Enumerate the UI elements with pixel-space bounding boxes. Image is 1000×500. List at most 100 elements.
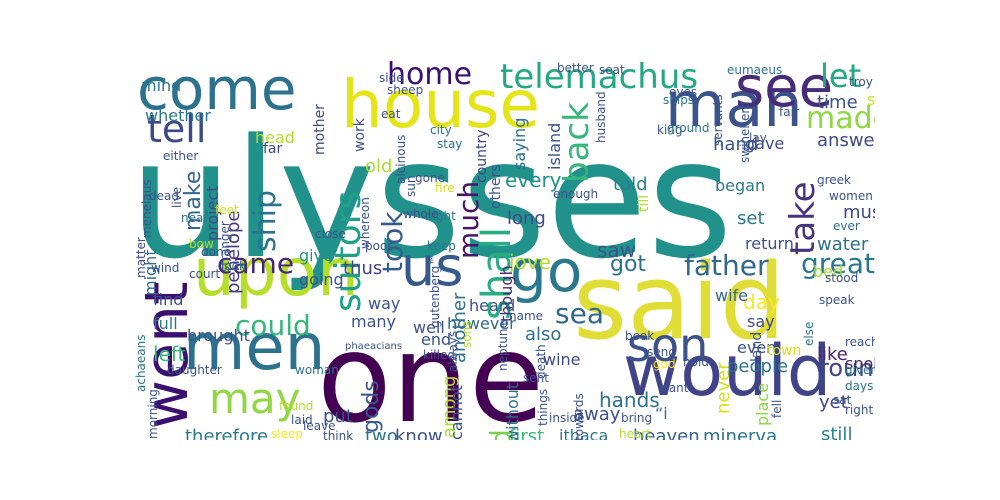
word: told: [613, 174, 648, 195]
word: matter: [134, 236, 148, 278]
word: enough: [553, 187, 599, 201]
word: telemachus: [500, 60, 699, 97]
word: neptune: [496, 320, 510, 371]
word: first: [509, 426, 545, 441]
word: mind: [141, 76, 182, 95]
word: full: [153, 314, 178, 333]
word: reached: [845, 335, 875, 349]
word: ulysses: [129, 104, 733, 295]
word: jove: [509, 250, 551, 274]
word: right: [845, 403, 874, 417]
word: bed: [813, 262, 844, 281]
word: poor: [365, 239, 393, 253]
word: husband: [594, 91, 608, 143]
word: left: [153, 342, 186, 366]
word: menelaus: [140, 179, 154, 238]
word: tell: [147, 107, 207, 151]
word: look: [221, 259, 246, 273]
word: minerva: [703, 426, 778, 441]
word: man: [665, 68, 803, 141]
word: came: [217, 247, 295, 280]
word: ever: [833, 219, 860, 233]
word: place: [753, 383, 772, 427]
word: hold: [683, 355, 709, 369]
word: thus: [343, 258, 383, 279]
word: much: [452, 180, 485, 259]
word: ground: [667, 121, 710, 135]
word: us: [401, 235, 464, 298]
word: hand: [713, 134, 759, 155]
word: lay: [749, 131, 767, 145]
word: going: [299, 270, 344, 289]
word: could: [235, 309, 311, 342]
word: dead: [149, 189, 179, 203]
word: one: [317, 308, 545, 440]
word: ithaca: [559, 426, 609, 441]
word: let: [820, 60, 862, 95]
word: see: [735, 60, 834, 120]
word: “i: [655, 404, 668, 423]
word: seat: [599, 63, 625, 77]
word: near: [181, 211, 209, 225]
word: sleep: [271, 427, 303, 440]
word-cloud: ulysses one said house man would upon come went m…: [125, 60, 875, 440]
word: put: [323, 406, 353, 427]
word: wife: [715, 286, 749, 305]
word: done: [201, 245, 231, 259]
word: sea: [555, 297, 604, 330]
word: leave: [303, 419, 336, 433]
word: daughter: [167, 363, 222, 377]
word: ship: [248, 189, 283, 252]
word: find: [153, 290, 184, 309]
word: back: [557, 102, 597, 183]
word: wind: [151, 261, 180, 275]
word: therefore: [185, 426, 269, 441]
word: till: [636, 195, 652, 213]
word: mother: [312, 103, 328, 155]
word: achaeans: [134, 334, 148, 392]
word: give: [299, 246, 333, 265]
word: death: [534, 344, 548, 379]
word: people: [727, 356, 789, 377]
word: wine: [543, 350, 581, 369]
word: speak: [819, 293, 855, 307]
word: gutenberg™: [428, 253, 442, 328]
word: father: [684, 249, 769, 282]
word: away: [573, 404, 621, 425]
word: water: [817, 234, 869, 255]
word: like: [817, 344, 848, 365]
word: son: [627, 318, 709, 372]
word: better: [557, 61, 594, 75]
word: killed: [423, 348, 455, 362]
word: soon: [867, 90, 875, 109]
word: every: [505, 168, 562, 192]
word: say: [747, 312, 775, 331]
word: land: [749, 332, 765, 363]
word: saying: [510, 117, 529, 170]
word: set: [737, 208, 765, 229]
word: god: [653, 357, 676, 371]
word: eyes: [669, 85, 698, 99]
word: close: [315, 227, 346, 241]
word: stay: [437, 137, 463, 151]
word: found: [279, 399, 314, 413]
word: come: [137, 60, 297, 123]
word: home: [387, 60, 473, 92]
word: men: [183, 311, 326, 385]
word: laid: [291, 413, 313, 427]
word: know: [395, 426, 443, 441]
word: want: [659, 381, 689, 395]
word: inside: [549, 411, 585, 425]
word: woman: [295, 363, 339, 377]
word: end: [421, 330, 452, 349]
word: alcinous: [394, 134, 408, 184]
word: gave: [745, 134, 785, 153]
word: keep: [427, 239, 456, 253]
word: ships: [663, 93, 695, 107]
word: head: [255, 128, 295, 147]
word: answered: [817, 130, 875, 151]
word: sheep: [387, 83, 424, 97]
word: servants: [711, 94, 725, 146]
word: upon: [193, 234, 359, 311]
